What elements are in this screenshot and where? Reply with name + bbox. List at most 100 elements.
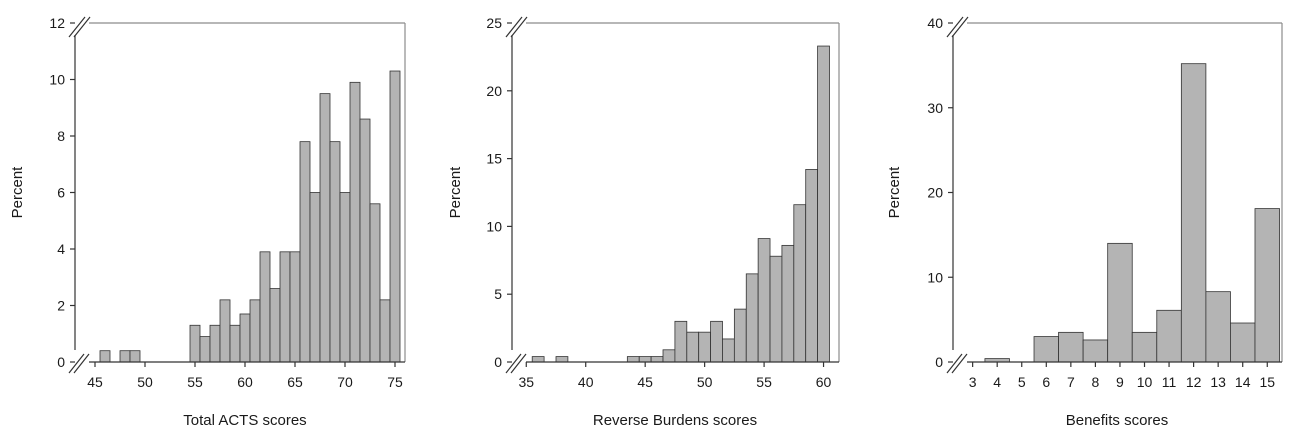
axis-break-mark	[73, 16, 91, 38]
y-tick-label: 20	[927, 185, 943, 201]
histogram-bar	[259, 251, 271, 363]
histogram-bar	[698, 331, 711, 363]
histogram-bar	[1230, 322, 1256, 363]
axis-break-mark	[73, 353, 90, 374]
histogram-bar	[369, 203, 381, 363]
x-tick-label: 35	[518, 374, 534, 390]
x-tick-label: 40	[578, 374, 594, 390]
histogram-bar	[757, 238, 771, 363]
x-tick-label: 12	[1186, 374, 1202, 390]
histogram-bar	[555, 356, 569, 363]
histogram-bar	[781, 244, 795, 363]
histogram-bar	[119, 350, 131, 363]
histogram-bar	[359, 118, 371, 363]
histogram-bar	[710, 320, 723, 363]
histogram-bar	[674, 320, 688, 363]
y-tick-label: 10	[49, 72, 65, 88]
histogram-bar	[239, 313, 251, 363]
y-tick-label: 15	[486, 151, 502, 167]
axis-break-mark	[951, 353, 968, 374]
x-tick-label: 15	[1259, 374, 1275, 390]
histogram-bar	[349, 81, 361, 363]
x-tick-label: 5	[1018, 374, 1026, 390]
histogram-bar	[219, 299, 231, 363]
y-tick-label: 10	[927, 269, 943, 285]
x-tick-label: 55	[187, 374, 203, 390]
x-tick-label: 60	[816, 374, 832, 390]
y-tick-label: 30	[927, 100, 943, 116]
chart-panel-3: 0 10 20 30 40 3 4 5 6 7 8 9 10 11 12 13 14 15 Benefits sco…	[886, 15, 1283, 429]
x-tick-label: 45	[87, 374, 103, 390]
histogram-bar	[279, 251, 291, 363]
axis-break-mark	[951, 16, 969, 38]
y-tick-label: 2	[57, 298, 65, 314]
x-tick-label: 75	[387, 374, 403, 390]
histogram-bar	[299, 141, 311, 363]
histogram-bar	[289, 251, 301, 363]
axis-break-mark	[510, 353, 527, 374]
x-axis-label: Total ACTS scores	[183, 412, 306, 429]
histogram-bar	[733, 308, 747, 363]
histogram-bar	[389, 70, 401, 363]
histogram-bar	[1254, 208, 1280, 363]
x-tick-label: 3	[969, 374, 977, 390]
x-tick-label: 4	[993, 374, 1001, 390]
y-axis-label: Percent	[9, 166, 26, 219]
axis-break-mark	[946, 353, 963, 374]
histogram-bar	[1058, 331, 1084, 363]
y-axis-label: Percent	[447, 166, 464, 219]
histogram-bar	[769, 255, 783, 363]
y-tick-label: 4	[57, 241, 65, 257]
x-tick-label: 70	[337, 374, 353, 390]
histogram-bar	[1180, 63, 1207, 363]
axis-break-mark	[505, 16, 523, 38]
histogram-bar	[817, 45, 830, 363]
histogram-bar	[1131, 331, 1158, 363]
chart-panel-2: 0 5 10 15 20 25 35 40 45 50 55 60 Reverse Burdens sc…	[447, 15, 840, 429]
histogram-bar	[129, 350, 141, 363]
axis-break-mark	[68, 353, 85, 374]
y-tick-label: 0	[935, 354, 943, 370]
histogram-bar	[793, 204, 807, 363]
y-tick-label: 12	[49, 15, 65, 31]
x-tick-label: 55	[756, 374, 772, 390]
histogram-bar	[379, 299, 391, 363]
histogram-bar	[1156, 309, 1182, 363]
axis-break-mark	[510, 16, 528, 38]
x-tick-label: 65	[287, 374, 303, 390]
histogram-bar	[229, 324, 241, 363]
y-tick-label: 20	[486, 83, 502, 99]
y-tick-label: 25	[486, 15, 502, 31]
x-tick-label: 13	[1210, 374, 1226, 390]
histogram-bar	[269, 288, 281, 363]
x-axis-label: Reverse Burdens scores	[593, 412, 757, 429]
x-tick-label: 60	[237, 374, 253, 390]
histogram-bar	[209, 324, 221, 363]
x-tick-label: 14	[1235, 374, 1251, 390]
x-tick-label: 6	[1042, 374, 1050, 390]
axis-break-mark	[68, 16, 86, 38]
y-axis-label: Percent	[886, 166, 903, 219]
histogram-bar	[1033, 336, 1059, 363]
histogram-bar	[1205, 291, 1231, 363]
histogram-bar	[722, 338, 735, 363]
histogram-bar	[662, 349, 676, 363]
y-tick-label: 0	[57, 354, 65, 370]
chart-panel-1: 0 2 4 6 8 10 12 45 50 55 60 65 70 75 Total ACTS scores…	[9, 15, 406, 429]
x-tick-label: 9	[1116, 374, 1124, 390]
x-tick-label: 45	[637, 374, 653, 390]
histogram-bar	[199, 336, 211, 363]
x-tick-label: 50	[697, 374, 713, 390]
histogram-bar	[339, 192, 351, 363]
histogram-bar	[805, 169, 819, 363]
axis-break-mark	[946, 16, 964, 38]
histogram-bar	[319, 93, 331, 363]
x-tick-label: 11	[1162, 374, 1177, 390]
histogram-bar	[249, 299, 261, 363]
y-tick-label: 40	[927, 15, 943, 31]
histogram-bar	[626, 356, 640, 363]
histogram-bar	[686, 331, 700, 363]
x-tick-label: 10	[1137, 374, 1153, 390]
x-axis-label: Benefits scores	[1066, 412, 1169, 429]
